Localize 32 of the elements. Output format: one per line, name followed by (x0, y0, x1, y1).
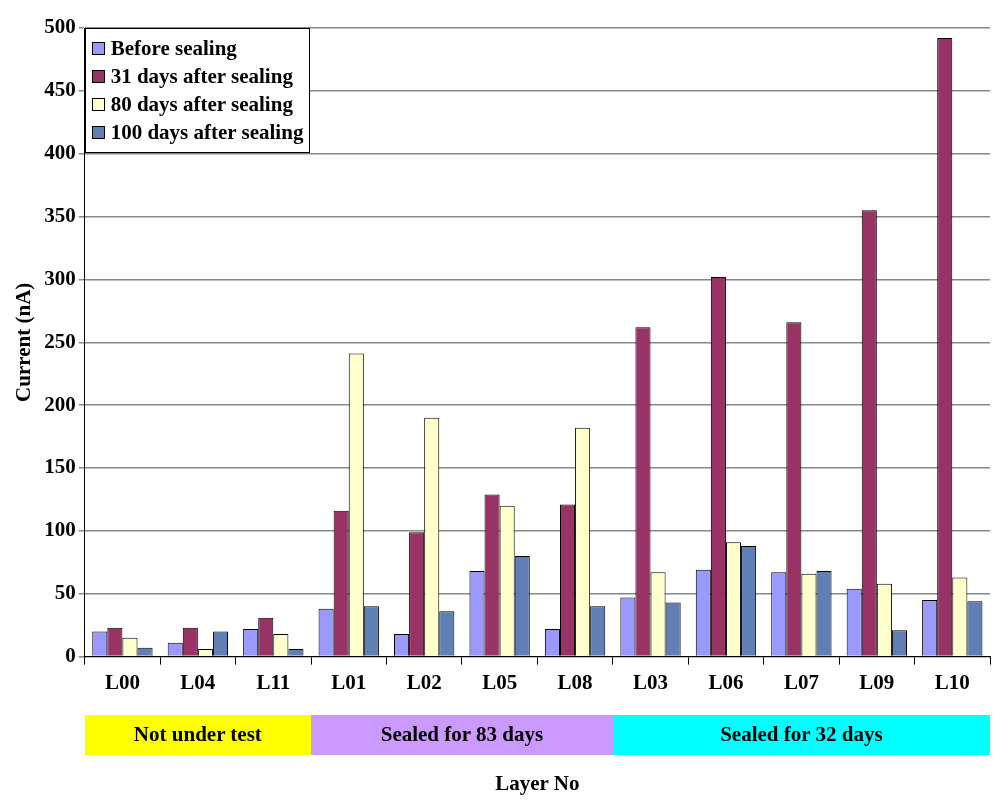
legend-label: Before sealing (110, 36, 237, 61)
y-tick-label: 350 (44, 203, 76, 227)
y-tick-label: 0 (65, 643, 76, 668)
y-tick-label: 150 (44, 454, 76, 479)
x-tick-label: L03 (633, 669, 669, 694)
x-tick-label: L02 (406, 669, 442, 694)
y-tick-label: 50 (54, 580, 76, 605)
y-tick-label: 450 (44, 77, 76, 102)
legend-label: 80 days after sealing (110, 92, 293, 117)
x-tick-label: L00 (104, 669, 140, 694)
x-tick-label: L11 (256, 669, 291, 694)
x-tick-label: L01 (331, 669, 367, 694)
y-tick-label: 100 (44, 517, 76, 542)
legend-label: 31 days after sealing (110, 64, 293, 89)
x-tick-label: L05 (482, 669, 518, 694)
x-tick-label: L06 (708, 669, 744, 694)
x-tick-label: L07 (783, 669, 819, 694)
x-tick-label: L04 (180, 669, 216, 694)
text: Not under test (84, 714, 311, 755)
x-tick-label: L09 (859, 669, 895, 694)
x-tick-label: L08 (557, 669, 593, 694)
text: Sealed for 32 days (612, 714, 990, 755)
y-tick-label: 250 (44, 328, 76, 353)
legend-label: 100 days after sealing (110, 120, 304, 145)
x-tick-label: L10 (934, 669, 970, 694)
y-tick-label: 500 (44, 14, 76, 39)
y-tick-label: 200 (44, 391, 76, 416)
text: Sealed for 83 days (311, 714, 613, 755)
x-axis-title: Layer No (495, 770, 580, 795)
y-axis-title: Current (nA) (11, 282, 36, 402)
y-tick-label: 300 (44, 265, 76, 290)
y-tick-label: 400 (44, 140, 76, 165)
